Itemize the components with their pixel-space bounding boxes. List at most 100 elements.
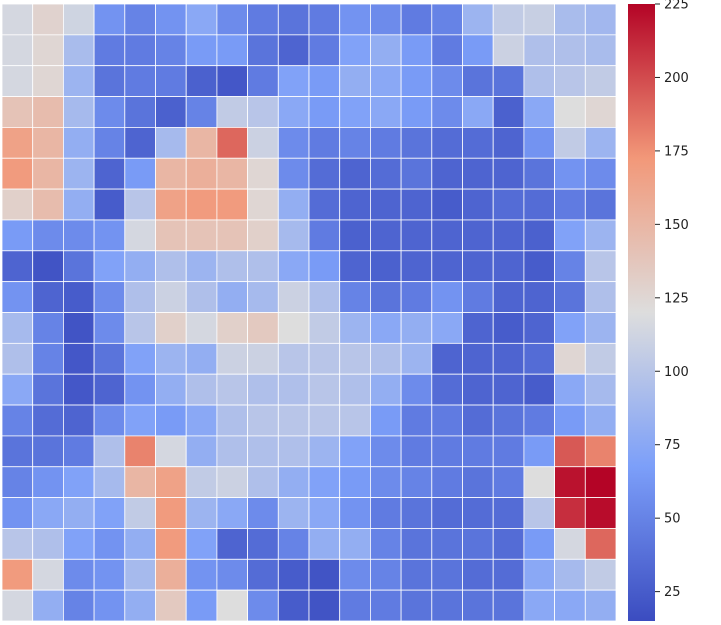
heatmap-cell: [369, 127, 402, 159]
heatmap-cell: [124, 435, 156, 468]
heatmap-cell: [1, 127, 34, 159]
heatmap-cell: [400, 3, 433, 36]
heatmap-cell: [462, 96, 494, 128]
heatmap-cell: [93, 312, 126, 344]
heatmap-cell: [93, 404, 126, 437]
heatmap-cell: [308, 342, 341, 375]
heatmap-cell: [308, 435, 341, 468]
heatmap-cell: [554, 96, 586, 128]
heatmap-cell: [554, 250, 586, 283]
heatmap-cell: [32, 312, 64, 344]
heatmap-cell: [400, 435, 433, 468]
heatmap-cell: [63, 312, 95, 344]
heatmap-cell: [523, 65, 556, 97]
heatmap-cell: [492, 435, 525, 468]
heatmap-cell: [63, 127, 95, 159]
heatmap-cell: [369, 219, 402, 252]
heatmap-cell: [124, 188, 156, 221]
heatmap-cell: [155, 250, 187, 283]
heatmap-cell: [124, 127, 156, 159]
heatmap-cell: [431, 373, 463, 406]
heatmap-cell: [400, 404, 433, 437]
heatmap-cell: [32, 34, 64, 67]
heatmap-cell: [339, 589, 371, 622]
heatmap-cell: [584, 188, 617, 221]
heatmap-cell: [216, 281, 248, 313]
heatmap-cell: [400, 281, 433, 313]
heatmap-cell: [431, 528, 463, 560]
heatmap-cell: [63, 188, 95, 221]
heatmap-cell: [462, 497, 494, 529]
colorbar-tick-label: 175: [664, 144, 689, 159]
heatmap-cell: [32, 96, 64, 128]
heatmap-cell: [247, 96, 279, 128]
heatmap-cell: [63, 589, 95, 622]
heatmap-cell: [32, 466, 64, 499]
heatmap-cell: [32, 281, 64, 313]
heatmap-cell: [247, 281, 279, 313]
heatmap-cell: [155, 34, 187, 67]
heatmap-cell: [554, 157, 586, 190]
heatmap-cell: [584, 250, 617, 283]
heatmap-cell: [584, 281, 617, 313]
heatmap-cell: [462, 404, 494, 437]
heatmap-cell: [584, 435, 617, 468]
heatmap-cell: [369, 96, 402, 128]
heatmap-cell: [308, 34, 341, 67]
heatmap-cell: [462, 312, 494, 344]
heatmap-cell: [32, 127, 64, 159]
heatmap-cell: [247, 3, 279, 36]
heatmap-cell: [554, 127, 586, 159]
heatmap-cell: [155, 188, 187, 221]
heatmap-cell: [339, 65, 371, 97]
heatmap-cell: [554, 404, 586, 437]
heatmap-cell: [339, 435, 371, 468]
heatmap-cell: [247, 589, 279, 622]
heatmap-cell: [369, 497, 402, 529]
heatmap-cell: [431, 342, 463, 375]
heatmap-cell: [32, 3, 64, 36]
colorbar-tick-label: 200: [664, 71, 689, 86]
heatmap-cell: [400, 127, 433, 159]
heatmap-cell: [462, 157, 494, 190]
heatmap-cell: [124, 34, 156, 67]
heatmap-cell: [185, 528, 218, 560]
heatmap-cell: [308, 589, 341, 622]
heatmap-cell: [277, 3, 310, 36]
heatmap-cell: [124, 342, 156, 375]
heatmap-cell: [584, 589, 617, 622]
heatmap-cell: [216, 250, 248, 283]
heatmap-cell: [63, 404, 95, 437]
heatmap-cell: [155, 435, 187, 468]
heatmap-cell: [185, 127, 218, 159]
heatmap-cell: [155, 342, 187, 375]
heatmap-cell: [216, 342, 248, 375]
heatmap-cell: [277, 250, 310, 283]
heatmap-cell: [492, 219, 525, 252]
heatmap-cell: [400, 188, 433, 221]
heatmap-cell: [308, 281, 341, 313]
heatmap-cell: [400, 157, 433, 190]
heatmap-cell: [247, 373, 279, 406]
heatmap-cell: [492, 312, 525, 344]
heatmap-cell: [523, 127, 556, 159]
heatmap-cell: [277, 589, 310, 622]
heatmap-cell: [369, 312, 402, 344]
heatmap-cell: [339, 497, 371, 529]
heatmap-cell: [584, 558, 617, 591]
heatmap-cell: [277, 497, 310, 529]
heatmap-cell: [32, 558, 64, 591]
heatmap-cell: [185, 157, 218, 190]
heatmap-cell: [247, 34, 279, 67]
heatmap-cell: [63, 435, 95, 468]
heatmap-cell: [93, 250, 126, 283]
heatmap-cell: [308, 250, 341, 283]
heatmap-cell: [247, 219, 279, 252]
heatmap-cell: [32, 219, 64, 252]
heatmap-cell: [1, 558, 34, 591]
heatmap-cell: [339, 404, 371, 437]
heatmap-cell: [554, 589, 586, 622]
heatmap-cell: [400, 342, 433, 375]
heatmap-cell: [185, 219, 218, 252]
heatmap-cell: [155, 219, 187, 252]
